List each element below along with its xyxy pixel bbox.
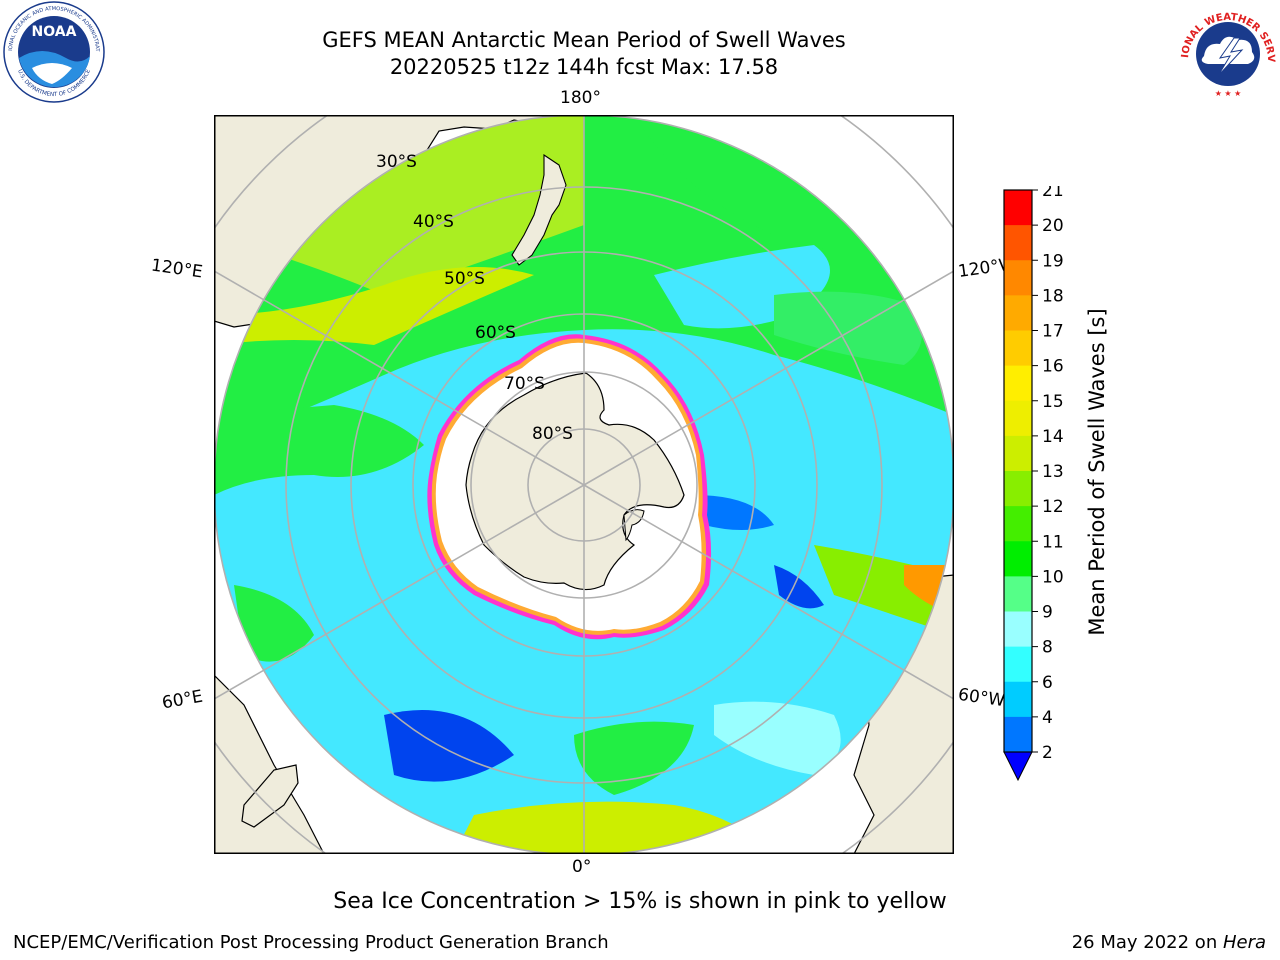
map-title: GEFS MEAN Antarctic Mean Period of Swell…: [322, 28, 846, 52]
colorbar-segment: [1004, 435, 1032, 472]
colorbar-tick-label: 17: [1042, 322, 1064, 342]
lat-label-40s: 40°S: [413, 212, 454, 232]
map-panel: [214, 115, 954, 854]
lat-label-60s: 60°S: [475, 323, 516, 343]
colorbar-tick-label: 13: [1042, 462, 1064, 482]
madagascar-land: [241, 764, 299, 828]
lon-label-120e: 120°E: [149, 255, 204, 283]
colorbar-segment: [1004, 365, 1032, 402]
lon-label-180: 180°: [560, 88, 601, 108]
colorbar-tick-label: 14: [1042, 427, 1064, 447]
colorbar-tick-label: 2: [1042, 743, 1053, 763]
colorbar-tick-label: 8: [1042, 638, 1053, 658]
footer-date: 26 May 2022 on Hera: [1072, 932, 1266, 953]
colorbar-segment: [1004, 471, 1032, 507]
colorbar-segment: [1004, 260, 1032, 296]
lon-label-0: 0°: [572, 857, 592, 877]
colorbar-segment: [1004, 506, 1032, 542]
svg-text:★ ★ ★: ★ ★ ★: [1215, 89, 1242, 98]
colorbar-label: Mean Period of Swell Waves [s]: [1085, 308, 1109, 636]
colorbar-segment: [1004, 295, 1032, 331]
footer-date-text: 26 May 2022 on: [1071, 932, 1223, 953]
colorbar-tick-label: 12: [1042, 497, 1064, 517]
colorbar-tick-label: 11: [1042, 532, 1064, 552]
colorbar-extend-arrow: [1003, 751, 1033, 782]
colorbar-segment: [1004, 541, 1032, 577]
colorbar-segment: [1004, 576, 1032, 612]
lon-label-60e: 60°E: [160, 686, 205, 714]
lat-label-70s: 70°S: [504, 374, 545, 394]
colorbar-tick-label: 10: [1042, 567, 1064, 587]
footer-host: Hera: [1222, 932, 1266, 953]
colorbar-tick-label: 16: [1042, 357, 1064, 377]
africa-land: [214, 674, 325, 854]
map-subtitle: 20220525 t12z 144h fcst Max: 17.58: [389, 55, 779, 79]
topright-white: [874, 115, 954, 225]
colorbar-segment: [1004, 330, 1032, 367]
sea-ice-note: Sea Ice Concentration > 15% is shown in …: [333, 889, 947, 914]
colorbar-tick-label: 18: [1042, 286, 1064, 306]
lat-label-30s: 30°S: [376, 152, 417, 172]
colorbar-tick-label: 9: [1042, 603, 1053, 623]
colorbar-tick-label: 4: [1042, 708, 1053, 728]
lon-label-60w: 60°W: [956, 684, 1007, 712]
colorbar-segment: [1004, 190, 1032, 226]
colorbar: 2 4 6 8 9 10 11 12 13 14 15 16 17 18 19 20 21: [1003, 186, 1064, 782]
noaa-logo: NATIONAL OCEANIC AND ATMOSPHERIC ADMINIS…: [2, 0, 105, 103]
colorbar-segment: [1004, 646, 1032, 683]
colorbar-segment: [1004, 681, 1032, 718]
colorbar-tick-label: 6: [1042, 673, 1053, 693]
nws-logo: NATIONAL WEATHER SERVICE ★ ★ ★: [1176, 0, 1278, 102]
colorbar-tick-label: 20: [1042, 216, 1064, 236]
lat-label-80s: 80°S: [532, 424, 573, 444]
graticule: [214, 115, 954, 854]
colorbar-tick-label: 21: [1042, 186, 1064, 201]
colorbar-tick-label: 19: [1042, 251, 1064, 271]
colorbar-segment: [1004, 400, 1032, 437]
colorbar-segment: [1004, 225, 1032, 261]
lat-label-50s: 50°S: [444, 269, 485, 289]
noaa-logo-text: NOAA: [32, 24, 77, 40]
colorbar-tick-label: 15: [1042, 392, 1064, 412]
footer-credit: NCEP/EMC/Verification Post Processing Pr…: [13, 932, 609, 953]
colorbar-segment: [1004, 611, 1032, 648]
antarctica-land: [465, 372, 685, 591]
colorbar-segment: [1004, 716, 1032, 753]
